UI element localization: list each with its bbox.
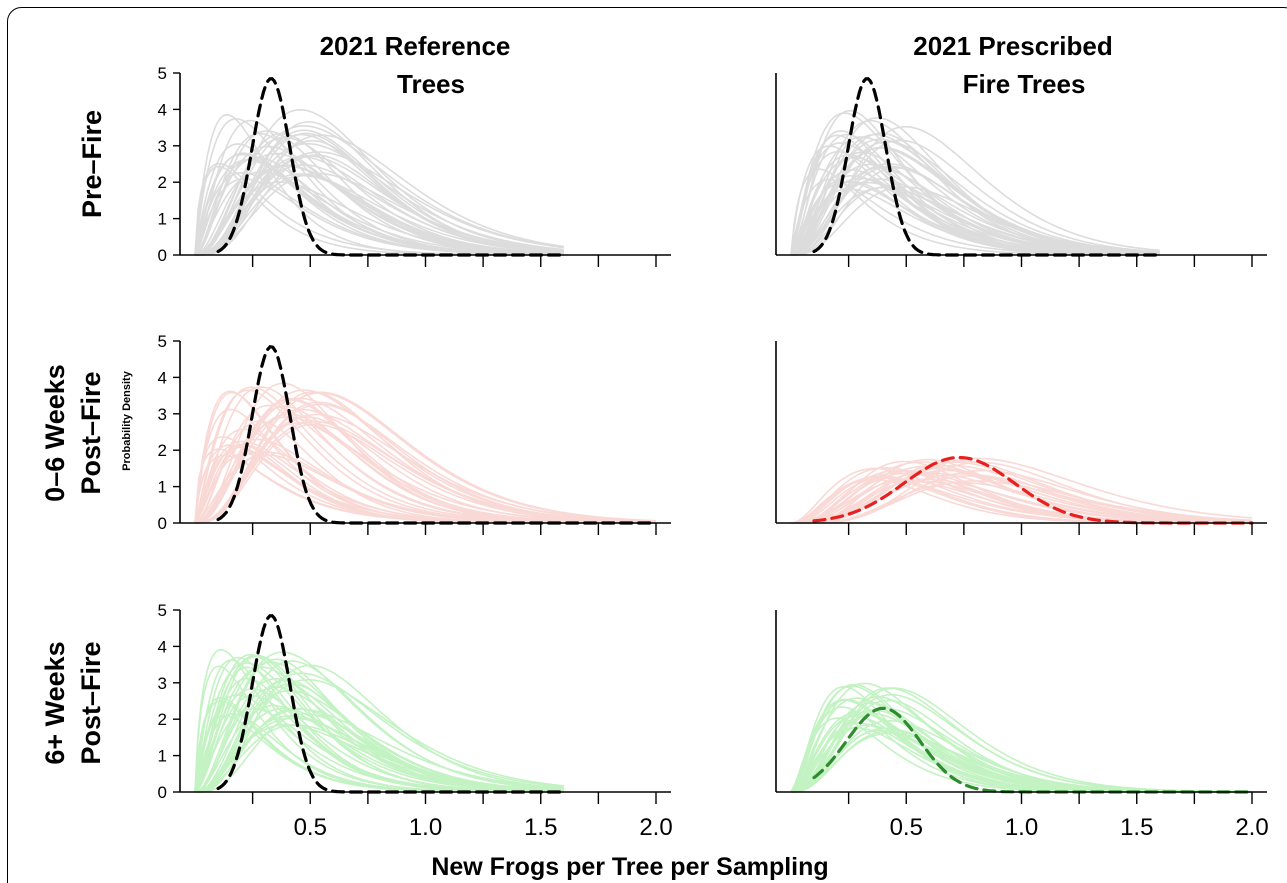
- row-label-early-line2: Post–Fire: [76, 371, 106, 494]
- y-tick-label: 3: [158, 137, 167, 156]
- sample-curve: [195, 664, 564, 793]
- y-tick-label: 2: [158, 710, 167, 729]
- col-title-fire-line2: Fire Trees: [963, 69, 1086, 99]
- sample-curve: [194, 386, 656, 524]
- y-tick-label: 1: [158, 747, 167, 766]
- x-tick-label: 0.5: [294, 814, 327, 841]
- y-tick-label: 5: [158, 601, 167, 620]
- mean-curve: [216, 344, 658, 525]
- panel-2-1: 0.5 1.0 1.5 2.0: [775, 610, 1269, 841]
- row-label-pre-fire: Pre–Fire: [77, 110, 107, 218]
- sample-curve: [790, 140, 1160, 256]
- col-title-reference-line2: Trees: [397, 69, 465, 99]
- y-tick-label: 3: [158, 405, 167, 424]
- x-tick-label: 1.0: [1005, 814, 1038, 841]
- sample-curve: [791, 475, 1253, 524]
- y-tick-label: 1: [158, 210, 167, 229]
- y-tick-label: 4: [158, 637, 167, 656]
- panels: 0 1 2 3 4 5 0 1 2 3 4 5 0.5 1.0 1.5 2.0 0 1 2 3 4 5 0.5 1.0 1.5 2…: [158, 64, 1269, 841]
- sample-curve: [194, 420, 657, 524]
- y-tick-label: 4: [158, 100, 167, 119]
- sample-curve: [194, 416, 657, 524]
- x-tick-label: 1.5: [524, 814, 557, 841]
- sample-curve: [194, 125, 564, 256]
- sample-curve: [194, 392, 657, 524]
- sample-curve: [194, 403, 657, 524]
- y-tick-label: 0: [158, 783, 167, 802]
- panel-2-0: 0.5 1.0 1.5 2.0 0 1 2 3 4 5: [158, 601, 673, 841]
- y-tick-label: 0: [158, 514, 167, 533]
- sample-curve: [791, 186, 1160, 256]
- sample-curve: [194, 136, 564, 256]
- sample-curve: [194, 678, 564, 793]
- sample-curve: [790, 186, 1160, 256]
- panel-0-1: [775, 73, 1267, 267]
- panel-0-0: 0 1 2 3 4 5: [158, 64, 671, 267]
- sample-curve: [791, 125, 1160, 256]
- sample-curve: [194, 672, 564, 793]
- x-tick-label: 0.5: [890, 814, 923, 841]
- y-tick-label: 4: [158, 368, 167, 387]
- row-label-late-line1: 6+ Weeks: [40, 641, 70, 764]
- row-label-late-line2: Post–Fire: [76, 641, 106, 764]
- y-axis-label: Probability Density: [121, 370, 133, 471]
- sample-curve: [791, 139, 1160, 256]
- x-tick-label: 2.0: [639, 814, 672, 841]
- x-tick-label: 1.0: [409, 814, 442, 841]
- y-tick-label: 5: [158, 64, 167, 83]
- x-tick-label: 2.0: [1235, 814, 1268, 841]
- panel-1-1: [775, 341, 1267, 535]
- x-axis-label: New Frogs per Tree per Sampling: [431, 853, 828, 881]
- x-tick-label: 1.5: [1120, 814, 1153, 841]
- figure-frame: [7, 7, 1287, 883]
- col-title-fire-line1: 2021 Prescribed: [913, 31, 1112, 61]
- col-title-reference-line1: 2021 Reference: [320, 31, 511, 61]
- sample-curve: [791, 457, 1253, 524]
- y-tick-label: 3: [158, 674, 167, 693]
- y-tick-label: 2: [158, 441, 167, 460]
- sample-curve: [195, 172, 564, 256]
- panel-1-0: 0 1 2 3 4 5: [158, 332, 671, 535]
- y-tick-label: 5: [158, 332, 167, 351]
- y-tick-label: 0: [158, 246, 167, 265]
- sample-curve: [194, 142, 564, 256]
- y-tick-label: 2: [158, 173, 167, 192]
- row-label-early-line1: 0–6 Weeks: [40, 364, 70, 502]
- sample-curve: [194, 155, 564, 256]
- y-tick-label: 1: [158, 478, 167, 497]
